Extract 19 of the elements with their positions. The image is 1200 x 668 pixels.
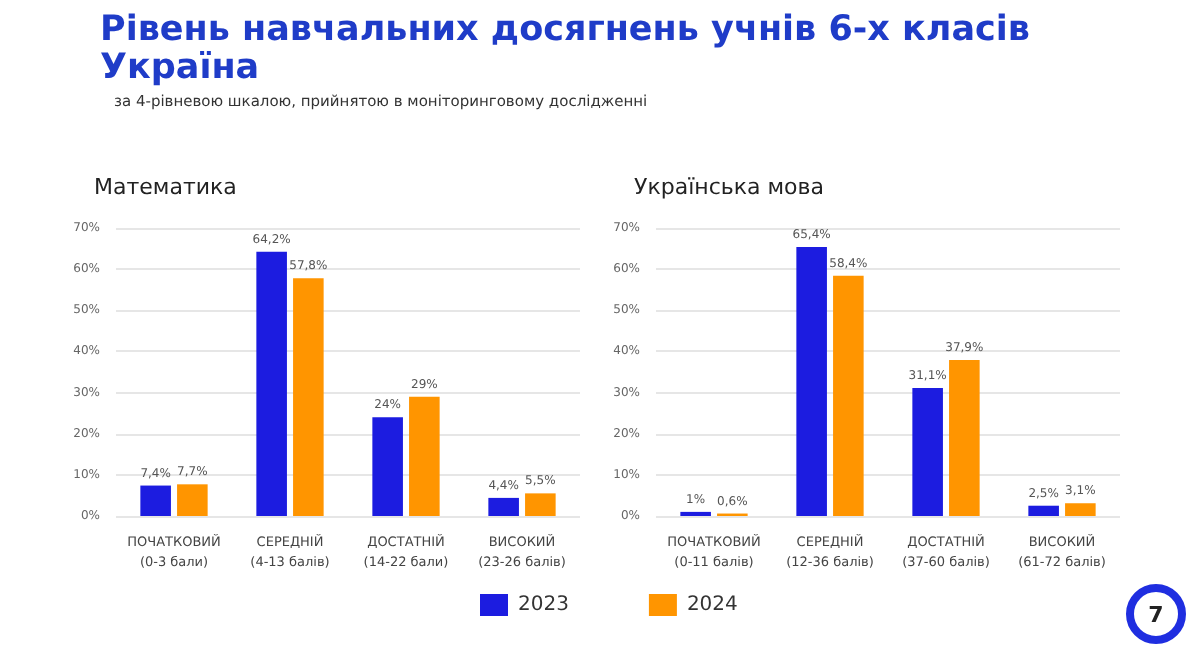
- bar: [256, 251, 287, 516]
- text: Рівень навчальних досягнень учнів 6-х класів Україна: [100, 10, 1032, 88]
- bar: [949, 360, 980, 516]
- legend-label: 2024: [686, 594, 738, 616]
- bar: [488, 497, 519, 516]
- bar: [525, 493, 556, 516]
- bar: [140, 485, 171, 516]
- bar: [796, 246, 827, 516]
- bar: [833, 275, 864, 516]
- bar: [293, 278, 324, 516]
- bar: [177, 484, 208, 516]
- chart-title: Математика: [94, 174, 237, 200]
- legend-label: 2023: [518, 594, 569, 616]
- bar: [912, 388, 943, 516]
- bar: [409, 396, 440, 516]
- bar: [372, 417, 403, 516]
- bar: [1028, 505, 1059, 516]
- chart-title: Українська мова: [634, 174, 824, 200]
- bar: [1065, 503, 1096, 516]
